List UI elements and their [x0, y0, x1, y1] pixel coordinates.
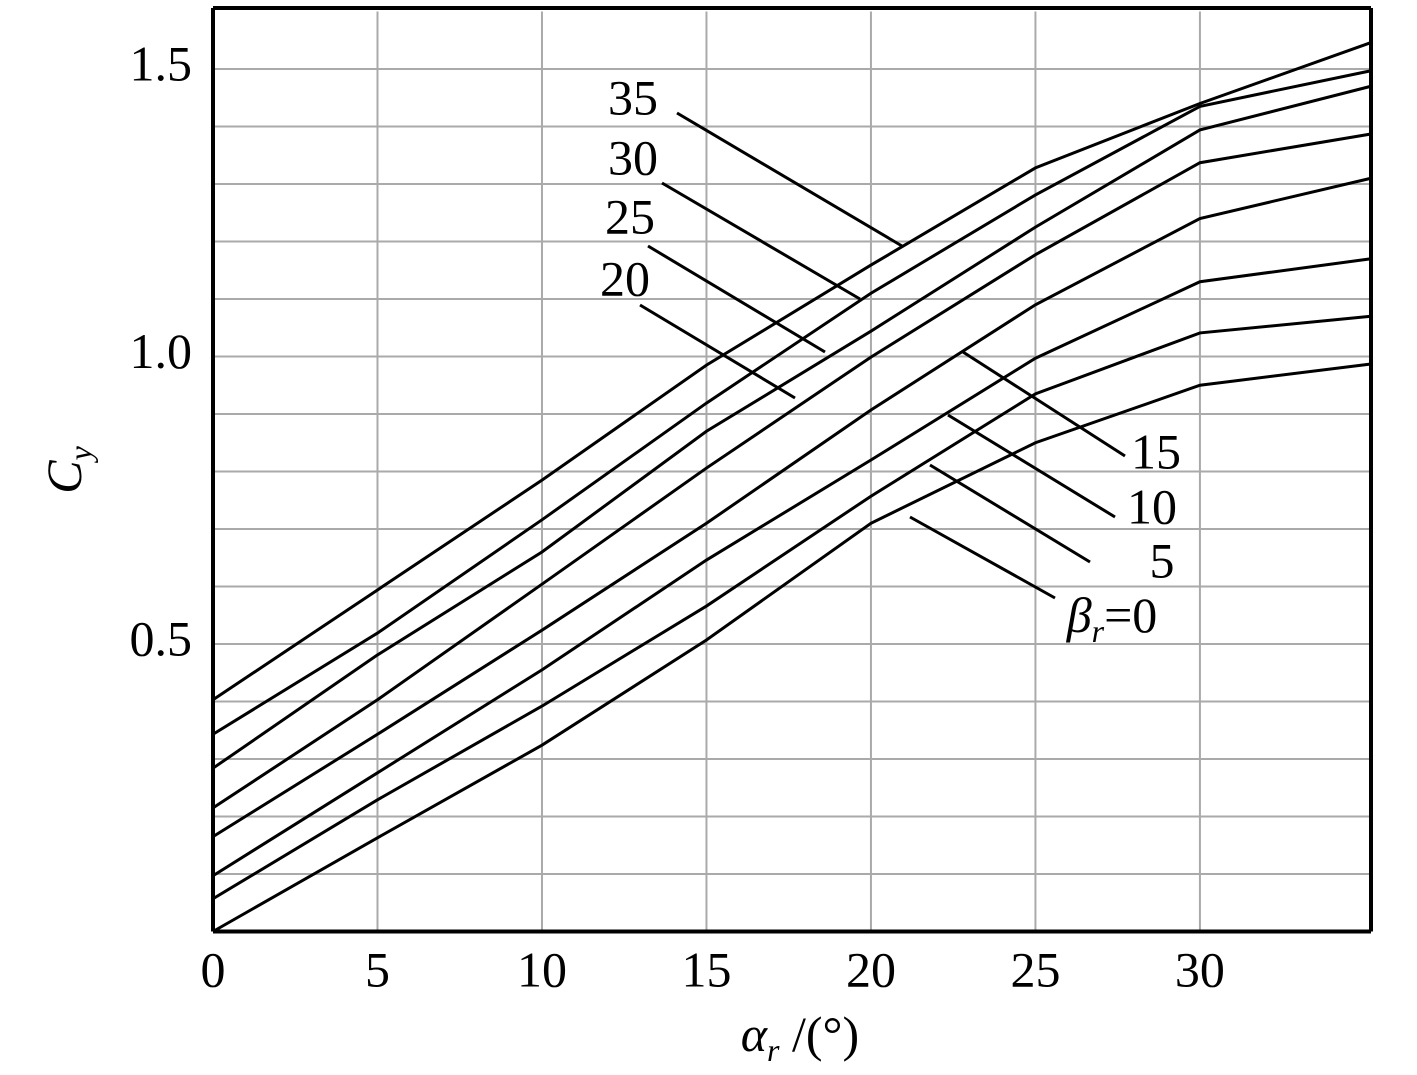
leader-line	[676, 111, 903, 248]
x-axis-label: αr /(°)	[741, 1006, 859, 1068]
curve-label: 5	[1150, 532, 1175, 588]
y-tick-label: 1.0	[130, 323, 193, 379]
x-tick-label: 5	[365, 941, 390, 997]
x-tick-label: 15	[681, 941, 731, 997]
x-tick-label: 20	[846, 941, 896, 997]
curve-label: βr=0	[1066, 587, 1158, 649]
x-tick-label: 0	[201, 941, 226, 997]
y-tick-label: 0.5	[130, 610, 193, 666]
curve-label: 15	[1131, 423, 1181, 479]
curve-label: 25	[605, 188, 655, 244]
x-tick-label: 10	[517, 941, 567, 997]
curve	[212, 176, 1372, 838]
leader-line	[661, 181, 861, 301]
curve-label: 10	[1127, 478, 1177, 534]
curve	[212, 41, 1372, 702]
x-tick-label: 25	[1010, 941, 1060, 997]
leader-line	[909, 515, 1056, 600]
curve	[212, 132, 1372, 810]
curve-label: 20	[600, 250, 650, 306]
x-tick-label: 30	[1175, 941, 1225, 997]
leader-line	[647, 244, 826, 354]
curve	[212, 84, 1372, 770]
leader-line	[929, 463, 1091, 564]
leader-line	[947, 413, 1116, 519]
curve-label: 35	[608, 69, 658, 125]
y-axis-label: Cy	[36, 445, 98, 493]
curve	[212, 314, 1372, 901]
curve-label: 30	[608, 129, 658, 185]
y-tick-label: 1.5	[130, 35, 193, 91]
leader-line	[962, 350, 1126, 458]
curve	[212, 257, 1372, 877]
curve	[212, 69, 1372, 736]
leader-line	[639, 303, 796, 400]
curve	[212, 362, 1372, 933]
